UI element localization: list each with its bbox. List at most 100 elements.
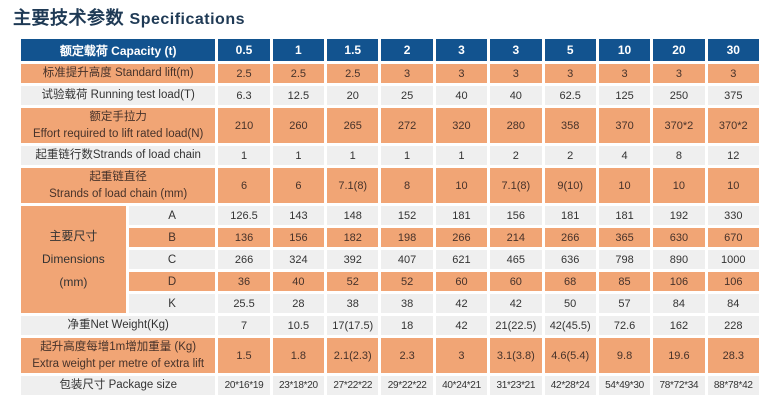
dimension-b-value-cell: 198 [381,228,433,247]
running-test-load-value-cell: 12.5 [272,86,325,105]
dimension-d-value-cell: 60 [490,272,542,291]
dimension-c-sublabel-cell: C [128,250,216,269]
row-standard-lift: 标准提升高度 Standard lift(m) 2.5 2.5 2.5 3 3 3 3 3 3 3 [21,64,759,83]
dimension-a-value-cell: 156 [490,206,542,225]
standard-lift-value-cell: 3 [544,64,596,83]
effort-to-lift-rated-load-label-line: Effort required to lift rated load(N) [32,127,204,140]
capacity-value-cell: 1 [272,39,325,61]
package-size-label-line: 包装尺寸 Package size [59,379,177,392]
capacity-value-cell: 30 [707,39,759,61]
dimension-k-value-cell: 38 [327,294,379,313]
effort-to-lift-rated-load-value-cell: 210 [218,108,270,143]
chain-diameter-value-cell: 6 [272,168,325,203]
row-dimension-a: 主要尺寸 Dimensions (mm) A 126.5 143 148 152 181 156 1… [21,206,759,313]
dimension-a-value-cell: 181 [544,206,596,225]
dimension-a-sublabel-cell: A [128,206,216,225]
dimension-c-value-cell: 465 [490,250,542,269]
dimension-k-value-cell: 50 [544,294,596,313]
effort-to-lift-rated-load-value-cell: 370*2 [707,108,759,143]
dimension-a-value-cell: 126.5 [218,206,270,225]
row-effort-to-lift-rated-load: 额定手拉力 Effort required to lift rated load(… [21,108,759,143]
row-net-weight: 净重Net Weight(Kg) 7 10.5 17(17.5) 18 42 21(22.5… [21,316,759,335]
dimension-c-value-cell: 324 [272,250,325,269]
row-chain-diameter: 起重链直径 Strands of load chain (mm) 6 6 7.1(8) 8… [21,168,759,203]
dimension-b-value-cell: 266 [544,228,596,247]
dimension-b-value-cell: 630 [653,228,705,247]
standard-lift-value-cell: 3 [653,64,705,83]
strands-of-load-chain-value-cell: 1 [218,146,270,165]
extra-weight-per-metre-label-cell: 起升高度每增1m增加重量 (Kg) Extra weight per metre … [21,338,216,373]
dimension-c-value-cell: 266 [218,250,270,269]
dimension-b-value-cell: 214 [490,228,542,247]
row-package-size: 包装尺寸 Package size 20*16*19 23*18*20 27*22*2… [21,376,759,395]
chain-diameter-value-cell: 10 [707,168,759,203]
standard-lift-value-cell: 2.5 [327,64,379,83]
row-dimension-c: C 266 324 392 407 621 465 636 798 890 1000 [21,250,759,269]
standard-lift-value-cell: 2.5 [272,64,325,83]
extra-weight-per-metre-label-line: Extra weight per metre of extra lift [32,357,205,370]
dimension-b-value-cell: 156 [272,228,325,247]
strands-of-load-chain-value-cell: 12 [707,146,759,165]
strands-of-load-chain-value-cell: 1 [327,146,379,165]
standard-lift-label-cell: 标准提升高度 Standard lift(m) [21,64,216,83]
strands-of-load-chain-label-cell: 起重链行数Strands of load chain [21,146,216,165]
net-weight-label-cell: 净重Net Weight(Kg) [21,316,216,335]
chain-diameter-label-line: 起重链直径 [89,170,147,183]
chain-diameter-label-line: Strands of load chain (mm) [49,187,188,200]
chain-diameter-value-cell: 9(10) [544,168,596,203]
standard-lift-value-cell: 3 [707,64,759,83]
capacity-value-cell: 3 [490,39,542,61]
extra-weight-per-metre-value-cell: 1.5 [218,338,270,373]
chain-diameter-value-cell: 7.1(8) [327,168,379,203]
running-test-load-label-cell: 试验载荷 Running test load(T) [21,86,216,105]
net-weight-value-cell: 228 [707,316,759,335]
chain-diameter-value-cell: 10 [653,168,705,203]
net-weight-value-cell: 18 [381,316,433,335]
dimension-d-value-cell: 106 [707,272,759,291]
page-title-en: Specifications [129,11,245,28]
effort-to-lift-rated-load-value-cell: 272 [381,108,433,143]
effort-to-lift-rated-load-value-cell: 260 [272,108,325,143]
extra-weight-per-metre-value-cell: 1.8 [272,338,325,373]
dimension-d-value-cell: 52 [327,272,379,291]
row-running-test-load: 试验载荷 Running test load(T) 6.3 12.5 20 25 40 40… [21,86,759,105]
specifications-table-body: 额定载荷 Capacity (t) 0.5 1 1.5 2 3 3 5 10 20 30 标准提升高度… [21,39,759,395]
dimension-a-value-cell: 192 [653,206,705,225]
capacity-value-cell: 1.5 [327,39,379,61]
strands-of-load-chain-value-cell: 4 [598,146,651,165]
capacity-value-cell: 10 [598,39,651,61]
dimensions-group-label-cell: 主要尺寸 Dimensions (mm) [21,206,126,313]
extra-weight-per-metre-value-cell: 28.3 [707,338,759,373]
effort-to-lift-rated-load-value-cell: 265 [327,108,379,143]
dimension-a-value-cell: 181 [435,206,488,225]
dimension-c-value-cell: 621 [435,250,488,269]
chain-diameter-value-cell: 8 [381,168,433,203]
specifications-table: 额定载荷 Capacity (t) 0.5 1 1.5 2 3 3 5 10 20 30 标准提升高度… [18,36,762,398]
effort-to-lift-rated-load-value-cell: 320 [435,108,488,143]
package-size-value-cell: 54*49*30 [598,376,651,395]
dimension-k-value-cell: 84 [653,294,705,313]
dimension-d-value-cell: 40 [272,272,325,291]
dimension-k-value-cell: 25.5 [218,294,270,313]
package-size-value-cell: 88*78*42 [707,376,759,395]
standard-lift-value-cell: 3 [490,64,542,83]
effort-to-lift-rated-load-value-cell: 370 [598,108,651,143]
dimension-a-value-cell: 152 [381,206,433,225]
row-dimension-b: B 136 156 182 198 266 214 266 365 630 670 [21,228,759,247]
dimension-b-value-cell: 266 [435,228,488,247]
dimension-b-value-cell: 182 [327,228,379,247]
dimension-a-value-cell: 143 [272,206,325,225]
standard-lift-value-cell: 3 [598,64,651,83]
running-test-load-value-cell: 25 [381,86,433,105]
row-extra-weight-per-metre: 起升高度每增1m增加重量 (Kg) Extra weight per metre … [21,338,759,373]
extra-weight-per-metre-value-cell: 2.1(2.3) [327,338,379,373]
header-row: 额定载荷 Capacity (t) 0.5 1 1.5 2 3 3 5 10 20 30 [21,39,759,61]
standard-lift-value-cell: 3 [435,64,488,83]
package-size-value-cell: 20*16*19 [218,376,270,395]
dimension-k-sublabel-cell: K [128,294,216,313]
row-dimension-k: K 25.5 28 38 38 42 42 50 57 84 84 [21,294,759,313]
dimension-c-value-cell: 407 [381,250,433,269]
standard-lift-value-cell: 3 [381,64,433,83]
strands-of-load-chain-value-cell: 8 [653,146,705,165]
dimension-c-value-cell: 392 [327,250,379,269]
